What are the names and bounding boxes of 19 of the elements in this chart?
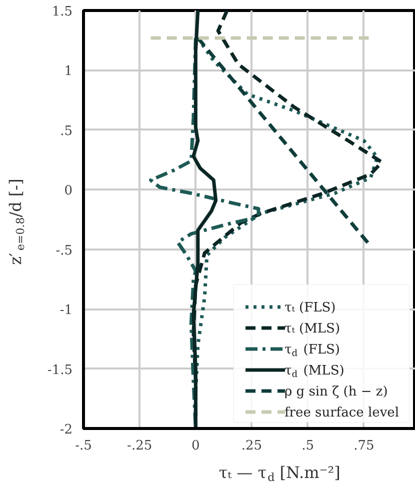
y-tick-label: -1	[60, 303, 73, 318]
y-tick-label: 1	[64, 64, 73, 80]
x-tick-label: .25	[241, 438, 262, 454]
x-tick-label: .5	[302, 438, 314, 454]
x-tick-label: -.25	[127, 438, 152, 454]
legend-label: τₜ (MLS)	[284, 322, 340, 336]
x-tick-label: -.5	[75, 438, 92, 454]
x-tick-label: 0	[192, 438, 200, 454]
x-tick-label: .75	[354, 438, 374, 454]
legend-label: τₜ (FLS)	[284, 300, 336, 316]
legend-label: free surface level	[284, 406, 400, 420]
y-tick-label: .5	[60, 124, 73, 139]
y-tick-label: -.5	[56, 243, 72, 258]
y-tick-label: 0	[64, 184, 73, 199]
y-axis-title: z′e=0.8/d [-]	[6, 178, 27, 265]
y-tick-label: 1.5	[52, 4, 73, 20]
legend-label: ρ g sin ζ (h − z)	[284, 384, 388, 400]
y-tick-label: -2	[60, 422, 73, 438]
y-tick-label: -1.5	[47, 362, 73, 378]
